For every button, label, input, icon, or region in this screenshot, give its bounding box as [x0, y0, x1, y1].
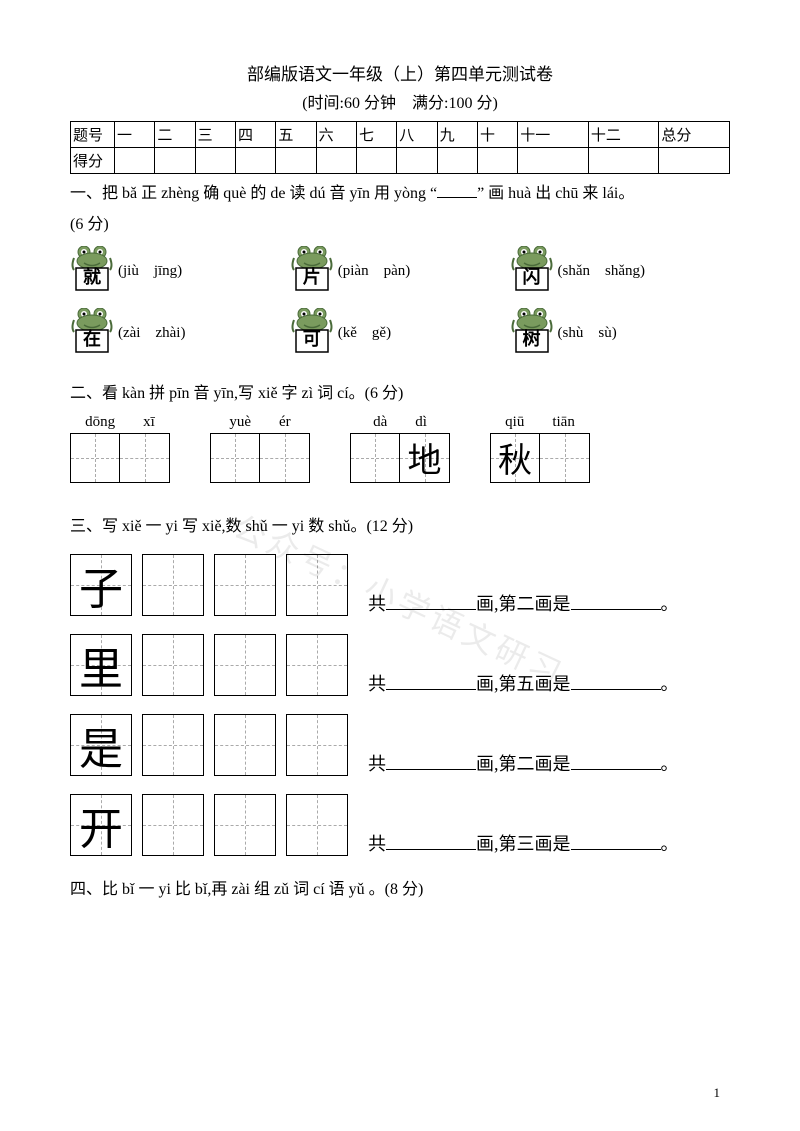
q2-row: dōngxī yuèér dàdì 地 qiūtiān 秋 [70, 414, 730, 483]
q1-points: (6 分) [70, 211, 730, 238]
table-row: 得分 [71, 148, 730, 174]
tianzige-box [286, 794, 348, 856]
tianzige-box [214, 634, 276, 696]
blank-underline [386, 672, 476, 690]
frog-icon: 就 [70, 246, 114, 292]
q2-item: dōngxī [70, 414, 170, 483]
pinyin-options: (shù sù) [558, 321, 617, 342]
pinyin-options: (jiù jīng) [118, 259, 182, 280]
tianzige-box [214, 554, 276, 616]
row-label: 得分 [71, 148, 115, 174]
q4-text: 四、比 bǐ 一 yi 比 bǐ,再 zài 组 zǔ 词 cí 语 yǔ 。(… [70, 876, 730, 903]
tianzige-box [214, 714, 276, 776]
tianzige-box [286, 714, 348, 776]
q1-grid: 就(jiù jīng) 片(piàn pàn) 闪(shǎn shǎng) 在(… [70, 246, 730, 370]
q3-fill-text: 共 画,第五画是 。 [368, 670, 679, 696]
q3-row: 是 共 画,第二画是 。 [70, 714, 730, 776]
pinyin-label: dàdì [373, 414, 427, 431]
table-row: 题号 一 二 三 四 五 六 七 八 九 十 十一 十二 总分 [71, 122, 730, 148]
blank-underline [571, 672, 661, 690]
pinyin-item: 闪(shǎn shǎng) [510, 246, 730, 292]
character: 在 [70, 325, 114, 351]
tianzige-box [210, 433, 260, 483]
frog-icon: 片 [290, 246, 334, 292]
q3-text: 三、写 xiě 一 yi 写 xiě,数 shǔ 一 yi 数 shǔ。(12 … [70, 513, 730, 540]
pinyin-item: 片(piàn pàn) [290, 246, 510, 292]
frog-icon: 树 [510, 308, 554, 354]
score-table: 题号 一 二 三 四 五 六 七 八 九 十 十一 十二 总分 得分 [70, 121, 730, 174]
q3-fill-text: 共 画,第二画是 。 [368, 590, 679, 616]
tianzige-box: 子 [70, 554, 132, 616]
blank-underline [437, 182, 477, 198]
frog-icon: 闪 [510, 246, 554, 292]
tianzige-box: 秋 [490, 433, 540, 483]
pinyin-label: dōngxī [85, 414, 155, 431]
character: 树 [510, 325, 554, 351]
pinyin-label: qiūtiān [505, 414, 575, 431]
q2-text: 二、看 kàn 拼 pīn 音 yīn,写 xiě 字 zì 词 cí。(6 分… [70, 380, 730, 407]
tianzige-box: 地 [400, 433, 450, 483]
pinyin-options: (zài zhài) [118, 321, 185, 342]
blank-underline [571, 752, 661, 770]
character: 片 [290, 263, 334, 289]
tianzige-box: 开 [70, 794, 132, 856]
q3-row: 开 共 画,第三画是 。 [70, 794, 730, 856]
tianzige-pair [210, 433, 310, 483]
pinyin-options: (shǎn shǎng) [558, 259, 645, 280]
pinyin-item: 可(kě gě) [290, 308, 510, 354]
q2-item: yuèér [210, 414, 310, 483]
row-label: 题号 [71, 122, 115, 148]
page-subtitle: (时间:60 分钟 满分:100 分) [70, 89, 730, 113]
q2-item: dàdì 地 [350, 414, 450, 483]
frog-icon: 可 [290, 308, 334, 354]
tianzige-box [70, 433, 120, 483]
q2-item: qiūtiān 秋 [490, 414, 590, 483]
tianzige-box [120, 433, 170, 483]
q3-fill-text: 共 画,第二画是 。 [368, 750, 679, 776]
tianzige-pair [70, 433, 170, 483]
character: 就 [70, 263, 114, 289]
blank-underline [571, 592, 661, 610]
tianzige-box [142, 794, 204, 856]
character: 可 [290, 325, 334, 351]
tianzige-box: 是 [70, 714, 132, 776]
tianzige-box [286, 554, 348, 616]
tianzige-box [540, 433, 590, 483]
tianzige-box [260, 433, 310, 483]
tianzige-box [350, 433, 400, 483]
tianzige-box [142, 714, 204, 776]
tianzige-box [142, 634, 204, 696]
page-number: 1 [714, 1085, 721, 1101]
tianzige-box [286, 634, 348, 696]
blank-underline [571, 832, 661, 850]
q3-row: 里 共 画,第五画是 。 [70, 634, 730, 696]
blank-underline [386, 832, 476, 850]
page-title: 部编版语文一年级（上）第四单元测试卷 [70, 60, 730, 85]
tianzige-box [214, 794, 276, 856]
pinyin-item: 就(jiù jīng) [70, 246, 290, 292]
pinyin-label: yuèér [229, 414, 290, 431]
tianzige-box [142, 554, 204, 616]
frog-icon: 在 [70, 308, 114, 354]
q3-fill-text: 共 画,第三画是 。 [368, 830, 679, 856]
q3-row: 子 共 画,第二画是 。 [70, 554, 730, 616]
pinyin-options: (piàn pàn) [338, 259, 410, 280]
pinyin-item: 在(zài zhài) [70, 308, 290, 354]
q1-text: 一、把 bǎ 正 zhèng 确 què 的 de 读 dú 音 yīn 用 y… [70, 180, 730, 207]
blank-underline [386, 752, 476, 770]
pinyin-options: (kě gě) [338, 321, 391, 342]
blank-underline [386, 592, 476, 610]
pinyin-item: 树(shù sù) [510, 308, 730, 354]
character: 闪 [510, 263, 554, 289]
tianzige-pair: 地 [350, 433, 450, 483]
tianzige-pair: 秋 [490, 433, 590, 483]
q3-container: 子 共 画,第二画是 。 里 共 画,第五画是 。 是 共 画,第二画是 。 开 [70, 554, 730, 856]
tianzige-box: 里 [70, 634, 132, 696]
